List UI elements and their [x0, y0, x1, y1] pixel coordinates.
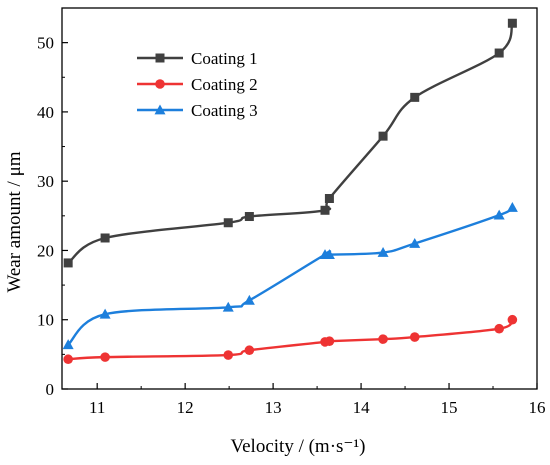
legend-label: Coating 2	[191, 75, 258, 94]
data-point	[243, 294, 255, 305]
legend-marker	[154, 104, 166, 115]
data-point	[100, 352, 110, 362]
series-line	[67, 206, 514, 346]
x-tick-label: 16	[529, 398, 546, 417]
plot-frame	[61, 7, 538, 390]
data-point	[378, 131, 388, 141]
x-tick-label: 14	[353, 398, 371, 417]
series-1	[63, 18, 517, 268]
data-point	[222, 301, 234, 312]
series-2	[63, 314, 518, 365]
x-tick-label: 12	[177, 398, 194, 417]
legend-marker	[155, 53, 165, 63]
data-point	[410, 92, 420, 102]
x-tick-label: 15	[441, 398, 458, 417]
data-point	[323, 249, 335, 260]
data-point	[100, 233, 110, 243]
data-point	[320, 205, 330, 215]
y-axis-label: Wear amount / μm	[4, 151, 25, 292]
y-tick-label: 50	[37, 34, 54, 53]
data-point	[507, 18, 517, 28]
data-point	[63, 258, 73, 268]
data-point	[63, 354, 73, 365]
y-tick-label: 30	[37, 172, 54, 191]
data-point	[324, 194, 334, 203]
data-point	[494, 48, 504, 58]
series-3	[62, 202, 518, 350]
data-point	[409, 238, 421, 248]
data-point	[506, 202, 518, 212]
legend-item: Coating 1	[137, 49, 258, 68]
data-point	[244, 212, 254, 222]
data-point	[377, 247, 389, 257]
x-tick-label: 11	[89, 398, 105, 417]
data-point	[507, 314, 518, 325]
data-point	[494, 323, 504, 334]
legend-label: Coating 3	[191, 101, 258, 120]
data-point	[493, 209, 505, 220]
x-axis-label: Velocity / (m·s⁻¹)	[231, 436, 366, 457]
legend-label: Coating 1	[191, 49, 258, 68]
data-point	[324, 336, 335, 347]
y-tick-label: 40	[37, 103, 54, 122]
series-line	[68, 318, 514, 361]
legend-item: Coating 2	[137, 75, 258, 94]
data-point	[223, 350, 234, 360]
y-tick-label: 20	[37, 241, 54, 260]
data-point	[99, 308, 111, 319]
series-line	[67, 22, 514, 264]
data-point	[62, 339, 74, 350]
legend-marker	[155, 79, 165, 89]
y-tick-label: 10	[37, 311, 54, 330]
data-point	[223, 218, 233, 228]
data-point	[409, 332, 420, 342]
legend-item: Coating 3	[137, 101, 258, 120]
data-point	[244, 345, 255, 356]
x-tick-label: 13	[265, 398, 282, 417]
y-tick-label: 0	[46, 380, 55, 399]
data-point	[378, 334, 388, 344]
